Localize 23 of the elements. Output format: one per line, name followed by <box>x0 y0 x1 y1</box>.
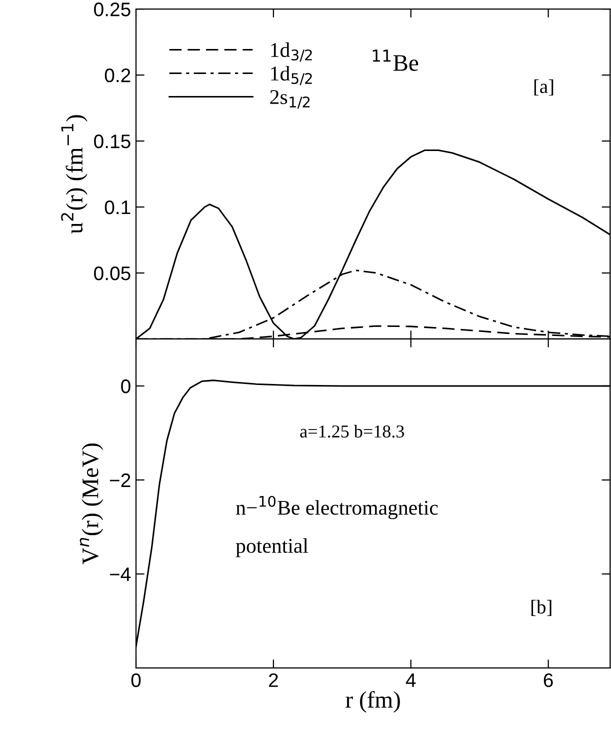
legend-label: 1d$_{5/2}$ <box>271 66 312 86</box>
legend-label: 1d$_{3/2}$ <box>271 42 312 62</box>
x-tick-label: 6 <box>544 673 553 688</box>
annotation: a=1.25 b=18.3 <box>300 424 404 438</box>
y-tick-label: 0.25 <box>94 2 130 16</box>
y-tick-label: 0.2 <box>104 68 130 82</box>
y-axis-title: V$^{n}$(r) (MeV) <box>80 444 104 564</box>
annotation: [a] <box>534 79 554 96</box>
y-tick-label: 0.05 <box>94 266 130 280</box>
x-tick-label: 0 <box>131 673 141 688</box>
legend-label: 2s$_{1/2}$ <box>270 90 310 109</box>
y-tick-label: 0.1 <box>104 200 130 214</box>
x-axis-title: r (fm) <box>346 690 400 713</box>
annotation: $^{11}$Be <box>372 50 418 71</box>
y-tick-label: 0 <box>121 379 130 394</box>
annotation: n−$^{10}$Be electromagnetic potential <box>236 496 438 558</box>
y-tick-label: −4 <box>110 568 131 582</box>
y-axis-title: u$^{2}$(r) (fm$^{−1}$) <box>61 115 88 234</box>
annotation: [b] <box>532 600 552 616</box>
y-tick-label: 0.15 <box>94 134 130 148</box>
x-tick-label: 2 <box>269 673 278 687</box>
x-tick-label: 4 <box>406 674 416 687</box>
y-tick-label: −2 <box>110 473 130 488</box>
